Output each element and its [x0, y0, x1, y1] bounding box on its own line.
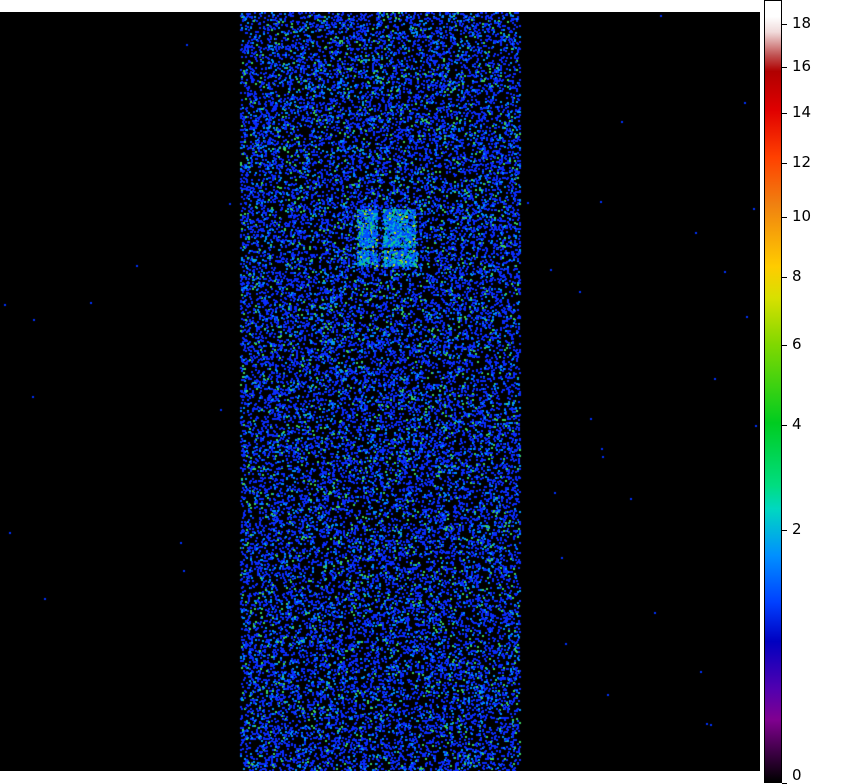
colorbar-tick-label: 4 — [792, 415, 802, 434]
colorbar-tick — [782, 276, 787, 278]
colorbar-tick — [782, 113, 787, 115]
colorbar-tick — [782, 529, 787, 531]
colorbar-tick — [782, 23, 787, 25]
colorbar-tick-label: 0 — [792, 766, 802, 784]
colorbar — [764, 0, 782, 783]
colorbar-tick-label: 14 — [792, 103, 812, 122]
colorbar-tick-label: 18 — [792, 13, 812, 32]
colorbar-tick — [782, 67, 787, 69]
colorbar-tick-label: 2 — [792, 519, 802, 538]
colorbar-tick-label: 6 — [792, 334, 802, 353]
heatmap-image — [0, 12, 760, 771]
colorbar-tick-label: 8 — [792, 266, 802, 285]
colorbar-tick — [782, 217, 787, 219]
colorbar-tick — [782, 344, 787, 346]
colorbar-tick — [782, 163, 787, 165]
colorbar-tick — [782, 425, 787, 427]
colorbar-tick-label: 12 — [792, 153, 812, 172]
colorbar-tick-label: 10 — [792, 207, 812, 226]
colorbar-tick-label: 16 — [792, 57, 812, 76]
